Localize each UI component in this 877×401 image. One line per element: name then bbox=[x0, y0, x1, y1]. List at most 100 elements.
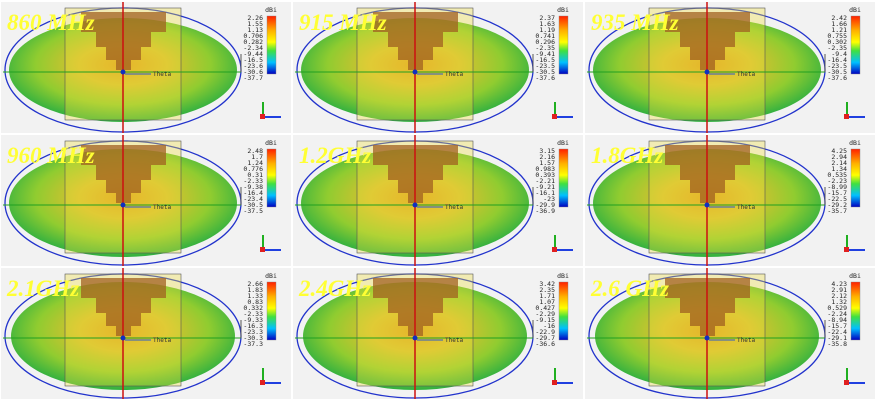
scale-label: -23.5 bbox=[827, 62, 847, 70]
scale-label: 1.24 bbox=[247, 159, 263, 167]
scale-label: -29.1 bbox=[827, 334, 847, 342]
scale-label: -23.3 bbox=[243, 328, 263, 336]
origin bbox=[704, 202, 710, 208]
frequency-label: 2.4GHz bbox=[298, 276, 371, 301]
scale-label: -9.4 bbox=[831, 50, 847, 58]
colorbar bbox=[850, 148, 861, 208]
panel: Theta dBi2.371.631.190.7410.296-2.35-9.41… bbox=[293, 2, 583, 133]
scale-label: -16.4 bbox=[827, 56, 847, 64]
scale-label: -29.7 bbox=[535, 334, 555, 342]
unit-label: dBi bbox=[557, 272, 569, 280]
unit-label: dBi bbox=[265, 272, 277, 280]
triad-origin bbox=[844, 380, 849, 385]
colorbar bbox=[850, 281, 861, 341]
colorbar bbox=[558, 15, 569, 75]
scale-label: -2.29 bbox=[535, 310, 555, 318]
origin bbox=[412, 202, 418, 208]
unit-label: dBi bbox=[557, 139, 569, 147]
scale-label: 1.66 bbox=[831, 20, 847, 28]
scale-label: -2.33 bbox=[243, 310, 263, 318]
scale-label: -16 bbox=[543, 322, 555, 330]
theta-label: Theta bbox=[737, 337, 755, 344]
scale-label: -8.94 bbox=[827, 316, 847, 324]
triad-origin bbox=[552, 247, 557, 252]
scale-label: -30.5 bbox=[535, 68, 555, 76]
unit-label: dBi bbox=[849, 6, 861, 14]
scale-label: 2.42 bbox=[831, 14, 847, 22]
frequency-label: 1.2GHz bbox=[299, 143, 371, 168]
scale-label: -16.5 bbox=[535, 56, 555, 64]
scale-label: -23 bbox=[543, 195, 555, 203]
scale-label: -37.7 bbox=[243, 74, 263, 82]
panel: Theta dBi2.481.71.240.7760.31-2.33-9.38-1… bbox=[1, 135, 291, 266]
frequency-label: 915 MHz bbox=[299, 10, 387, 35]
scale-label: -2.35 bbox=[827, 44, 847, 52]
scale-label: -2.33 bbox=[243, 177, 263, 185]
unit-label: dBi bbox=[849, 272, 861, 280]
frequency-label: 960 MHz bbox=[7, 143, 95, 168]
scale-label: 1.07 bbox=[539, 298, 555, 306]
scale-label: 2.35 bbox=[539, 286, 555, 294]
scale-label: -23.5 bbox=[535, 62, 555, 70]
origin bbox=[120, 202, 126, 208]
scale-label: 0.535 bbox=[827, 171, 847, 179]
triad-origin bbox=[260, 380, 265, 385]
scale-label: -8.99 bbox=[827, 183, 847, 191]
scale-label: -9.41 bbox=[535, 50, 555, 58]
scale-label: 4.23 bbox=[831, 280, 847, 288]
scale-label: 1.57 bbox=[539, 159, 555, 167]
scale-label: -16.1 bbox=[535, 189, 555, 197]
scale-label: -9.21 bbox=[535, 183, 555, 191]
unit-label: dBi bbox=[557, 6, 569, 14]
panel: ThetadBi2.421.661.210.7550.302-2.35-9.4-… bbox=[585, 2, 875, 133]
scale-label: 3.42 bbox=[539, 280, 555, 288]
scale-label: -37.3 bbox=[243, 340, 263, 348]
scale-label: -35.8 bbox=[827, 340, 847, 348]
scale-label: -36.9 bbox=[535, 207, 555, 215]
panel: ThetadBi2.661.831.330.830.332-2.33-9.33-… bbox=[1, 268, 291, 399]
scale-label: -30.6 bbox=[243, 68, 263, 76]
scale-label: -2.23 bbox=[827, 177, 847, 185]
scale-label: 0.332 bbox=[243, 304, 263, 312]
scale-label: -2.34 bbox=[243, 44, 263, 52]
scale-label: -16.4 bbox=[243, 189, 263, 197]
theta-label: Theta bbox=[153, 337, 171, 344]
scale-label: -37.5 bbox=[243, 207, 263, 215]
scale-label: -22.5 bbox=[827, 195, 847, 203]
scale-label: -29.2 bbox=[827, 201, 847, 209]
scale-label: 1.32 bbox=[831, 298, 847, 306]
triad-origin bbox=[844, 247, 849, 252]
scale-label: 3.15 bbox=[539, 147, 555, 155]
triad-origin bbox=[844, 114, 849, 119]
triad-origin bbox=[552, 114, 557, 119]
frequency-label: 2.1GHz bbox=[6, 276, 79, 301]
scale-label: 0.296 bbox=[535, 38, 555, 46]
unit-label: dBi bbox=[849, 139, 861, 147]
scale-label: 2.66 bbox=[247, 280, 263, 288]
triad-origin bbox=[260, 114, 265, 119]
theta-label: Theta bbox=[737, 204, 755, 211]
unit-label: dBi bbox=[265, 6, 277, 14]
scale-label: -29.9 bbox=[535, 201, 555, 209]
scale-label: -9.44 bbox=[243, 50, 263, 58]
scale-label: 1.33 bbox=[247, 292, 263, 300]
origin bbox=[704, 69, 710, 75]
colorbar bbox=[266, 281, 277, 341]
origin bbox=[120, 69, 126, 75]
scale-label: 2.14 bbox=[831, 159, 847, 167]
scale-label: 1.7 bbox=[251, 153, 263, 161]
scale-label: 1.21 bbox=[831, 26, 847, 34]
scale-label: 2.94 bbox=[831, 153, 847, 161]
scale-label: 1.55 bbox=[247, 20, 263, 28]
scale-label: 0.393 bbox=[535, 171, 555, 179]
scale-label: -2.24 bbox=[827, 310, 847, 318]
scale-label: 0.302 bbox=[827, 38, 847, 46]
scale-label: 0.741 bbox=[535, 32, 555, 40]
origin bbox=[412, 335, 418, 341]
scale-label: 2.48 bbox=[247, 147, 263, 155]
origin bbox=[412, 69, 418, 75]
colorbar bbox=[266, 15, 277, 75]
scale-label: 2.91 bbox=[831, 286, 847, 294]
scale-label: -22.4 bbox=[827, 328, 847, 336]
